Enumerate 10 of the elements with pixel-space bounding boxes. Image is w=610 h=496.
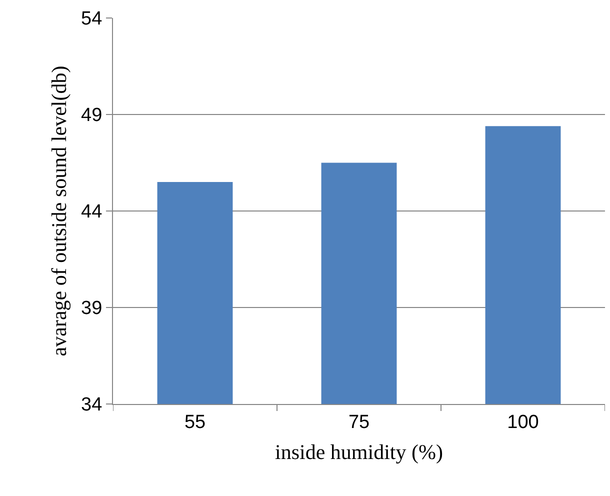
y-tick-label: 34	[81, 394, 103, 416]
x-tick-label: 100	[507, 412, 539, 433]
x-tick-label: 55	[184, 412, 206, 433]
y-tick-label: 39	[81, 298, 102, 320]
x-axis-title: inside humidity (%)	[275, 440, 443, 464]
x-tick-label: 75	[348, 412, 370, 433]
y-tick-label: 54	[81, 8, 103, 30]
y-tick-label: 49	[81, 105, 102, 126]
y-axis-title: avarage of outside sound level(db)	[47, 66, 72, 356]
y-tick-label: 44	[81, 202, 103, 223]
